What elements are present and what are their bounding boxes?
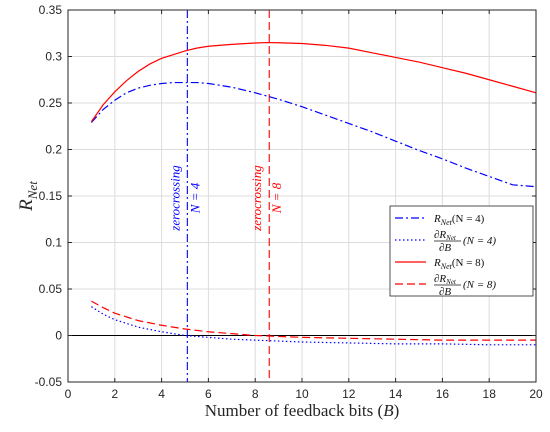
plot-area: zerocrossing N = 4 zerocrossing N = 8 xyxy=(67,9,537,383)
legend-label-2: (N = 4) xyxy=(463,235,496,247)
y-tick-label: 0.1 xyxy=(45,236,62,250)
legend-label-3: RNet(N = 8) xyxy=(433,257,485,271)
series-line-4 xyxy=(91,300,536,341)
x-tick-label: 0 xyxy=(65,387,72,401)
legend: RNet(N = 4)∂RNet∂B(N = 4)RNet(N = 8)∂RNe… xyxy=(389,205,534,298)
x-axis-label: Number of feedback bits (B) xyxy=(205,401,400,420)
y-tick-label: 0.2 xyxy=(45,143,62,157)
x-tick-label: 6 xyxy=(205,387,212,401)
y-tick-label: -0.05 xyxy=(35,375,63,389)
x-tick-label: 12 xyxy=(342,387,356,401)
x-tick-label: 4 xyxy=(158,387,165,401)
legend-fraction-denominator-4: ∂B xyxy=(439,286,451,298)
legend-label-1: RNet(N = 4) xyxy=(433,213,485,227)
series-line-2 xyxy=(91,306,536,346)
x-tick-label: 18 xyxy=(483,387,497,401)
y-tick-label: 0.3 xyxy=(45,50,62,64)
x-tick-label: 10 xyxy=(295,387,309,401)
x-tick-label: 20 xyxy=(529,387,543,401)
y-tick-label: 0.25 xyxy=(39,96,63,110)
x-tick-label: 16 xyxy=(436,387,450,401)
y-tick-label: 0.15 xyxy=(39,189,63,203)
y-tick-label: 0.05 xyxy=(39,282,63,296)
legend-fraction-denominator-2: ∂B xyxy=(439,242,451,254)
x-tick-label: 14 xyxy=(389,387,403,401)
legend-fraction-numerator-2: ∂RNet xyxy=(434,229,457,242)
series-line-3 xyxy=(90,41,537,122)
y-tick-label: 0.35 xyxy=(39,3,63,17)
legend-fraction-numerator-4: ∂RNet xyxy=(434,273,457,286)
x-tick-label: 2 xyxy=(111,387,118,401)
zerocrossing-label-2: zerocrossing xyxy=(249,165,264,232)
zerocrossing-n-label-2: N = 8 xyxy=(269,182,284,214)
legend-label-4: (N = 8) xyxy=(463,279,496,291)
y-tick-label: 0 xyxy=(55,329,62,343)
axis-labels: 0 2 4 6 8 10 12 14 16 18 20-0.0500.050.10.150.20.2… xyxy=(16,3,543,420)
legend-box xyxy=(389,205,534,297)
zerocrossing-n-label-1: N = 4 xyxy=(187,182,202,214)
y-axis-label: RNet xyxy=(16,181,40,212)
series-line-1 xyxy=(90,81,537,188)
zerocrossing-label-1: zerocrossing xyxy=(167,165,182,232)
x-tick-label: 8 xyxy=(252,387,259,401)
